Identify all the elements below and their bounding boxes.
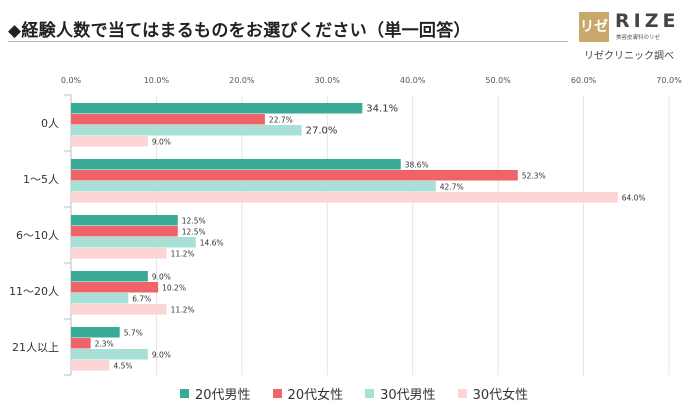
chart-legend: 20代男性 20代女性 30代男性 30代女性 [180, 384, 528, 403]
value-label: 22.7% [269, 116, 293, 125]
value-label: 2.3% [95, 340, 114, 349]
value-label: 9.0% [152, 138, 171, 147]
value-label: 12.5% [182, 228, 206, 237]
bar [71, 136, 148, 147]
value-label: 9.0% [152, 273, 171, 282]
bar [71, 293, 129, 304]
bar [71, 360, 110, 371]
title-divider [8, 41, 568, 42]
rize-logo-word: RIZE [615, 10, 680, 32]
value-label: 34.1% [366, 104, 398, 115]
value-label: 5.7% [124, 329, 143, 338]
legend-item-30s-male: 30代男性 [365, 384, 436, 403]
bar [71, 181, 436, 192]
legend-swatch-30s-female [457, 389, 467, 398]
category-label: 11～20人 [9, 285, 59, 298]
x-tick-label: 70.0% [656, 76, 682, 85]
bar [71, 114, 265, 125]
value-label: 12.5% [182, 217, 206, 226]
value-label: 4.5% [113, 362, 132, 371]
rize-logo-subtitle: 美容皮膚科のリゼ [616, 35, 661, 41]
bar [71, 338, 91, 349]
legend-label-20s-female: 20代女性 [287, 388, 344, 403]
value-label: 6.7% [132, 295, 151, 304]
value-label: 64.0% [622, 194, 646, 203]
bar [71, 159, 401, 170]
value-label: 52.3% [522, 172, 546, 181]
x-tick-label: 50.0% [485, 76, 511, 85]
bar [71, 327, 120, 338]
bar [71, 103, 363, 114]
value-label: 14.6% [200, 239, 224, 248]
legend-label-30s-female: 30代女性 [472, 388, 529, 403]
x-tick-label: 20.0% [229, 76, 255, 85]
legend-item-20s-female: 20代女性 [272, 384, 344, 403]
bar [71, 170, 518, 181]
x-tick-label: 10.0% [144, 76, 170, 85]
value-label: 9.0% [152, 351, 171, 360]
x-tick-label: 30.0% [315, 76, 341, 85]
bar [71, 248, 167, 259]
x-tick-label: 40.0% [400, 76, 426, 85]
legend-label-30s-male: 30代男性 [380, 388, 436, 403]
x-tick-label: 60.0% [571, 76, 597, 85]
category-label: 0人 [41, 117, 59, 130]
legend-item-20s-male: 20代男性 [180, 384, 251, 403]
bar [71, 282, 159, 293]
bar [71, 215, 178, 226]
bar [71, 271, 148, 282]
legend-label-20s-male: 20代男性 [195, 388, 251, 403]
value-label: 42.7% [440, 183, 464, 192]
bar [71, 125, 302, 136]
value-label: 27.0% [306, 126, 338, 137]
legend-swatch-20s-female [272, 389, 282, 398]
x-tick-label: 0.0% [61, 76, 82, 85]
legend-swatch-30s-male [365, 389, 375, 398]
value-label: 10.2% [162, 284, 186, 293]
category-label: 21人以上 [12, 341, 59, 354]
category-label: 1～5人 [23, 173, 59, 186]
bar [71, 192, 618, 203]
bar [71, 304, 167, 315]
value-label: 38.6% [405, 161, 429, 170]
rize-logo-mark: リゼ [579, 12, 609, 42]
value-label: 11.2% [171, 250, 195, 259]
value-label: 11.2% [171, 306, 195, 315]
category-label: 6～10人 [16, 229, 59, 242]
legend-swatch-20s-male [180, 389, 189, 398]
bar [71, 349, 148, 360]
legend-item-30s-female: 30代女性 [457, 384, 529, 403]
bar [71, 226, 178, 237]
source-caption: リゼクリニック調べ [584, 51, 674, 62]
chart-title: ◆経験人数で当てはまるものをお選びください（単一回答） [8, 21, 471, 41]
bar [71, 237, 196, 248]
